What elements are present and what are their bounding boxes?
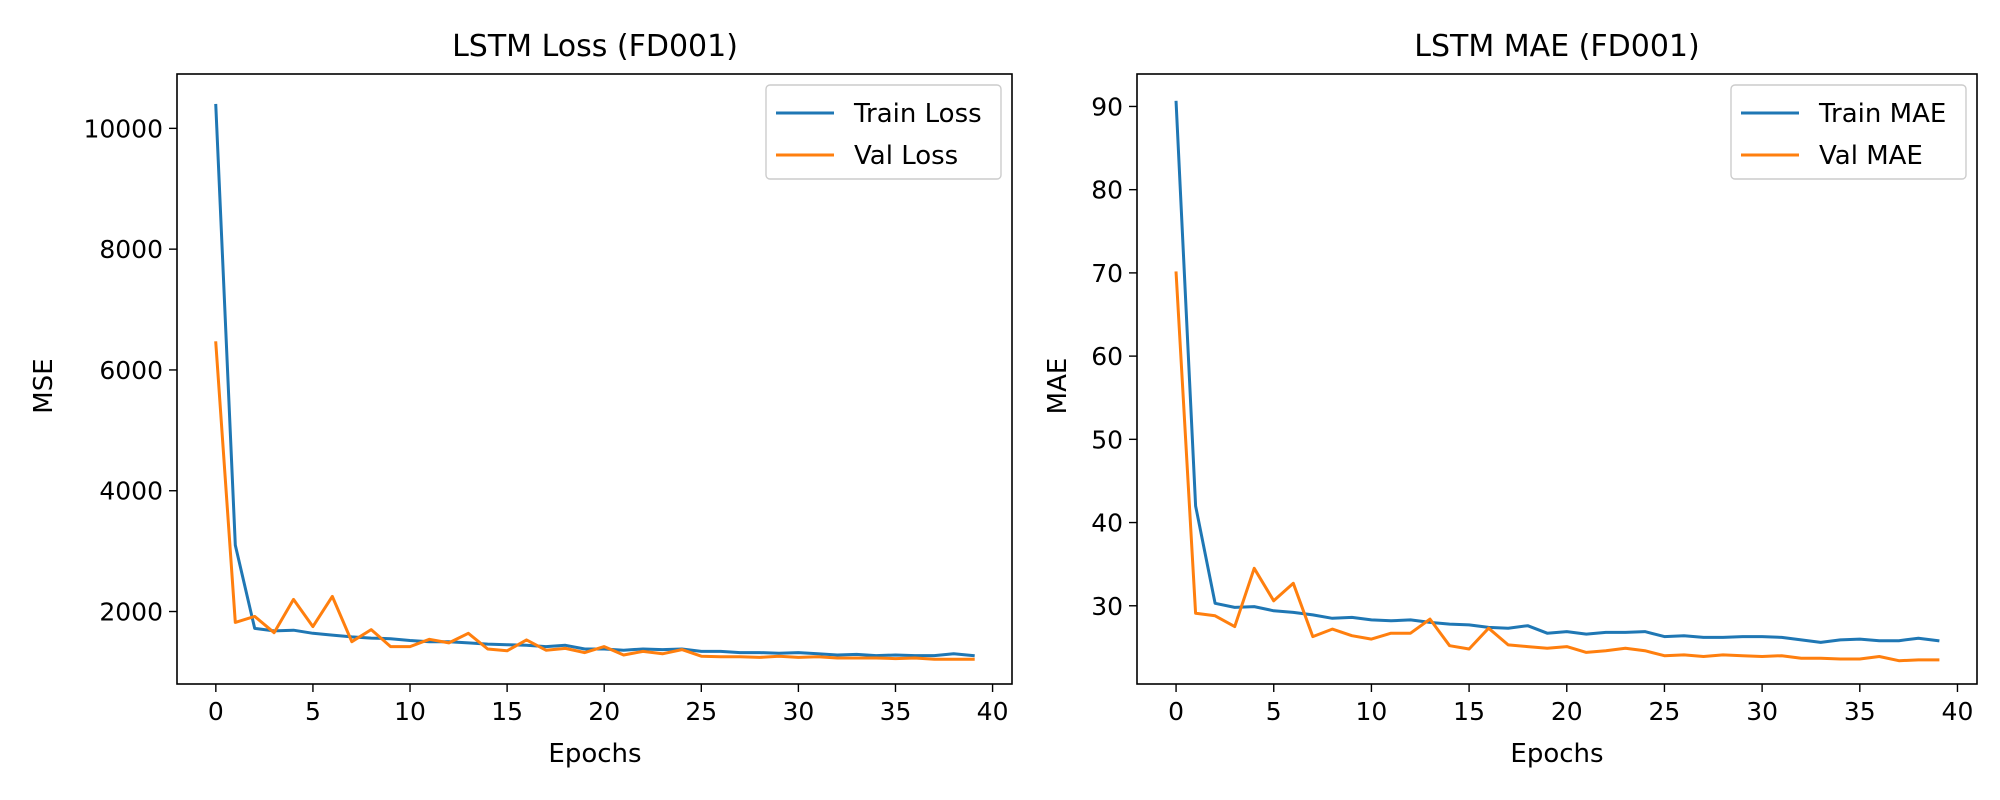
x-tick-label: 25 — [685, 697, 717, 726]
y-tick-label: 70 — [1091, 259, 1123, 288]
legend-label-1: Val MAE — [1819, 141, 1923, 171]
y-tick-label: 40 — [1091, 509, 1123, 538]
x-tick-label: 30 — [1746, 697, 1778, 726]
x-tick-label: 5 — [305, 697, 321, 726]
y-axis-label: MSE — [29, 358, 59, 413]
x-tick-label: 40 — [977, 697, 1009, 726]
x-tick-label: 0 — [208, 697, 224, 726]
y-tick-label: 80 — [1091, 176, 1123, 205]
x-tick-label: 5 — [1266, 697, 1282, 726]
legend-label-1: Val Loss — [854, 141, 958, 171]
legend-label-0: Train Loss — [853, 99, 982, 129]
y-tick-label: 4000 — [99, 477, 163, 506]
chart-title: LSTM MAE (FD001) — [1414, 29, 1699, 64]
x-tick-label: 15 — [491, 697, 523, 726]
x-tick-label: 20 — [588, 697, 620, 726]
x-tick-label: 25 — [1649, 697, 1681, 726]
y-tick-label: 2000 — [99, 598, 163, 627]
x-tick-label: 10 — [1356, 697, 1388, 726]
y-tick-label: 50 — [1091, 425, 1123, 454]
x-tick-label: 30 — [782, 697, 814, 726]
x-tick-label: 35 — [880, 697, 912, 726]
axes-frame — [176, 73, 1013, 685]
legend-label-0: Train MAE — [1818, 99, 1946, 129]
y-tick-label: 30 — [1091, 592, 1123, 621]
x-tick-label: 0 — [1168, 697, 1184, 726]
plot-area: 0 5 10 15 20 25 30 35 40 30 40 50 60 70 80 90 Train MAE V… — [1091, 73, 1978, 726]
legend: Train MAE Val MAE — [1730, 84, 1967, 180]
x-tick-label: 15 — [1453, 697, 1485, 726]
x-tick-label: 20 — [1551, 697, 1583, 726]
series-line-1 — [1174, 271, 1940, 663]
x-axis-label: Epochs — [548, 739, 641, 769]
y-tick-label: 90 — [1091, 92, 1123, 121]
chart-title: LSTM Loss (FD001) — [452, 29, 738, 64]
legend: Train Loss Val Loss — [765, 84, 1002, 180]
x-tick-label: 35 — [1844, 697, 1876, 726]
mae-chart: LSTM MAE (FD001) Epochs MAE 0 5 10 15 20 25 30… — [1043, 29, 1978, 769]
x-axis-label: Epochs — [1510, 739, 1603, 769]
y-tick-label: 10000 — [83, 114, 163, 143]
y-axis-label: MAE — [1043, 358, 1073, 415]
x-tick-label: 10 — [394, 697, 426, 726]
series-line-1 — [214, 341, 975, 661]
y-tick-label: 60 — [1091, 342, 1123, 371]
axes-frame — [1136, 73, 1978, 685]
y-tick-label: 8000 — [99, 235, 163, 264]
y-tick-label: 6000 — [99, 356, 163, 385]
x-tick-label: 40 — [1942, 697, 1974, 726]
loss-chart: LSTM Loss (FD001) Epochs MSE 0 5 10 15 20 25 3… — [29, 29, 1013, 769]
plot-area: 0 5 10 15 20 25 30 35 40 2000 4000 6000 8000 10000 Tra… — [83, 73, 1013, 726]
